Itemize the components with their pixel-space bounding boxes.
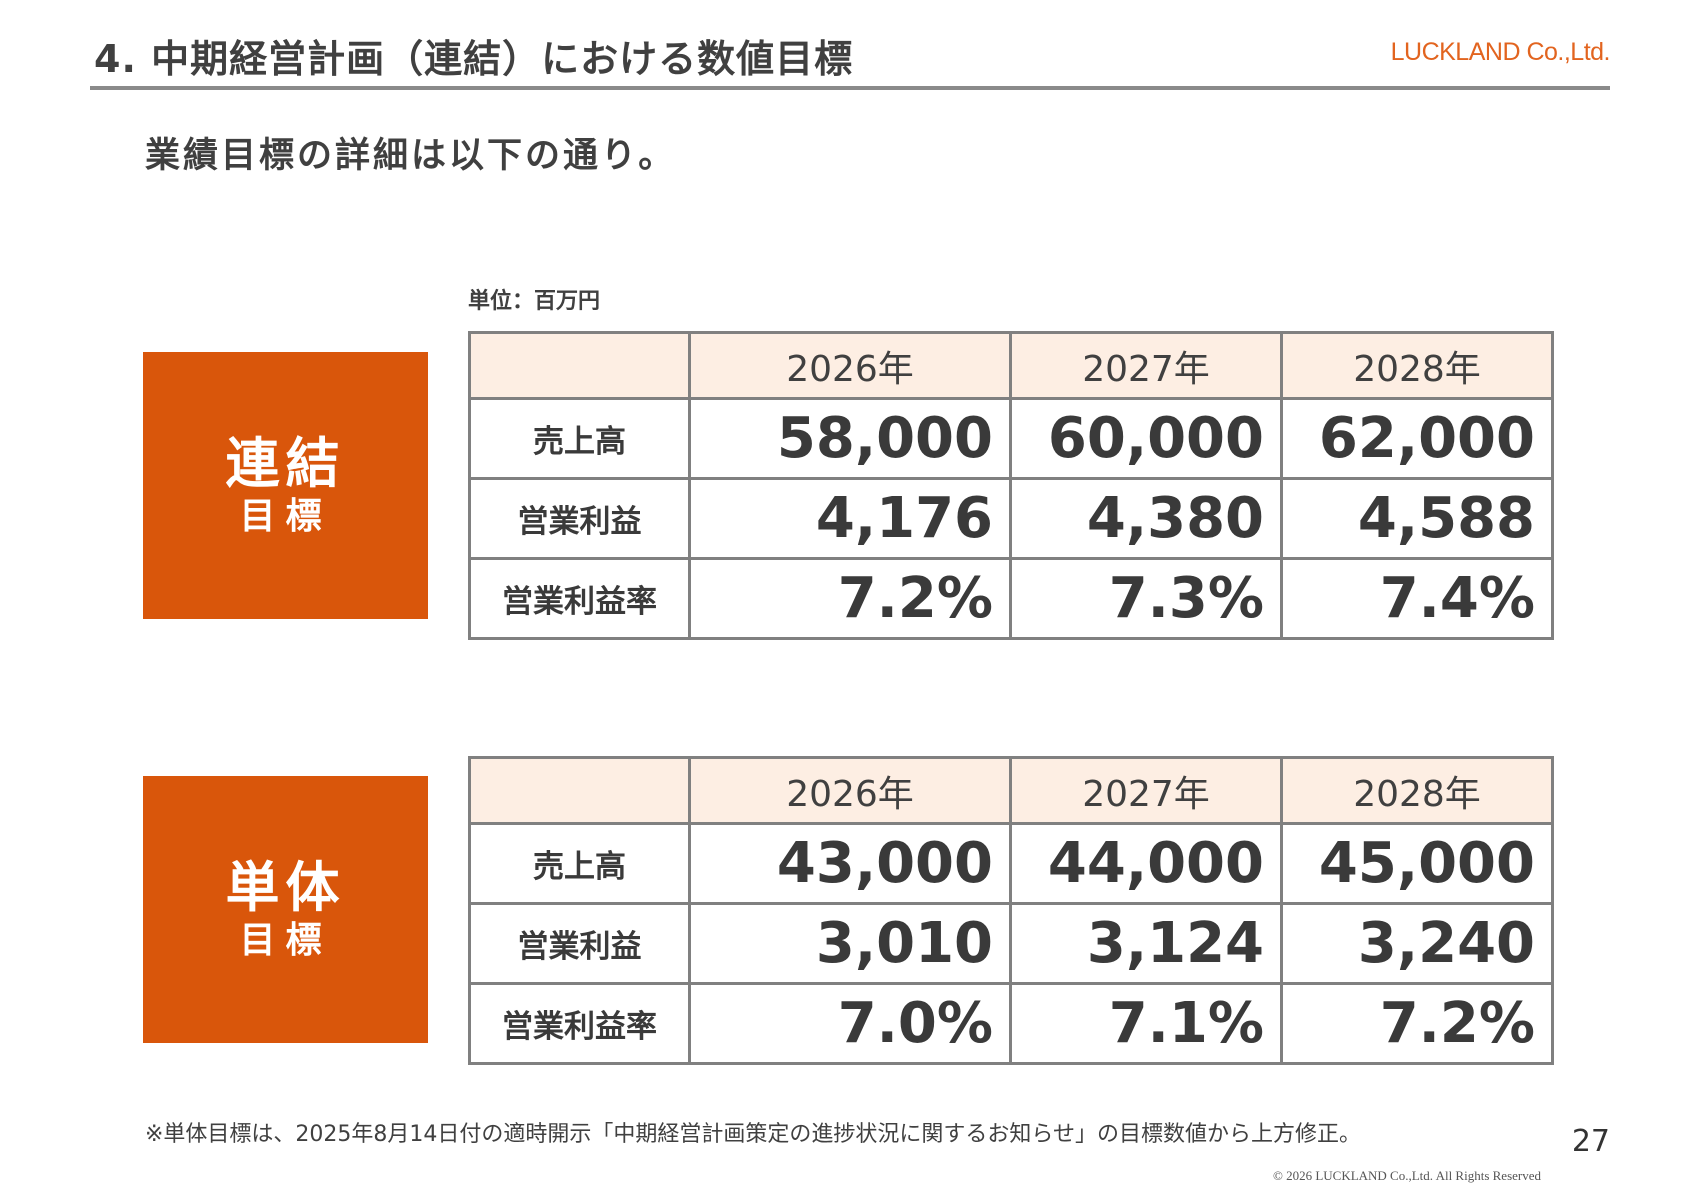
header-empty-cell	[468, 331, 691, 400]
header-year: 2027年	[1009, 331, 1283, 400]
value-cell: 7.2%	[1280, 982, 1554, 1065]
row-label: 売上高	[468, 822, 691, 905]
header-empty-cell	[468, 756, 691, 825]
table-row: 売上高 43,000 44,000 45,000	[468, 822, 1554, 905]
table-row: 営業利益 4,176 4,380 4,588	[468, 477, 1554, 560]
value-cell: 4,588	[1280, 477, 1554, 560]
header-year: 2027年	[1009, 756, 1283, 825]
consolidated-label-main: 連結	[225, 431, 346, 495]
value-cell: 7.1%	[1009, 982, 1283, 1065]
table-row: 営業利益率 7.0% 7.1% 7.2%	[468, 982, 1554, 1065]
table-header-row: 2026年 2027年 2028年	[468, 756, 1554, 825]
header-year: 2026年	[688, 756, 1012, 825]
unit-label: 単位：百万円	[468, 289, 601, 314]
value-cell: 7.2%	[688, 557, 1012, 640]
value-cell: 3,240	[1280, 902, 1554, 985]
row-label: 営業利益率	[468, 557, 691, 640]
header-year: 2026年	[688, 331, 1012, 400]
table-row: 売上高 58,000 60,000 62,000	[468, 397, 1554, 480]
value-cell: 3,010	[688, 902, 1012, 985]
consolidated-label-sub: 目標	[239, 495, 332, 537]
value-cell: 3,124	[1009, 902, 1283, 985]
page-number: 27	[1571, 1124, 1610, 1159]
standalone-targets-table: 2026年 2027年 2028年 売上高 43,000 44,000 45,0…	[468, 756, 1554, 1065]
value-cell: 62,000	[1280, 397, 1554, 480]
table-row: 営業利益 3,010 3,124 3,240	[468, 902, 1554, 985]
value-cell: 7.4%	[1280, 557, 1554, 640]
footnote: ※単体目標は、2025年8月14日付の適時開示「中期経営計画策定の進捗状況に関す…	[145, 1122, 1361, 1147]
header-year: 2028年	[1280, 331, 1554, 400]
row-label: 売上高	[468, 397, 691, 480]
value-cell: 43,000	[688, 822, 1012, 905]
row-label: 営業利益	[468, 477, 691, 560]
value-cell: 44,000	[1009, 822, 1283, 905]
page-subtitle: 業績目標の詳細は以下の通り。	[145, 136, 677, 176]
row-label: 営業利益率	[468, 982, 691, 1065]
row-label: 営業利益	[468, 902, 691, 985]
title-divider	[90, 86, 1610, 90]
standalone-label-sub: 目標	[239, 919, 332, 961]
standalone-target-label: 単体 目標	[143, 776, 428, 1043]
consolidated-target-label: 連結 目標	[143, 352, 428, 619]
value-cell: 60,000	[1009, 397, 1283, 480]
value-cell: 4,380	[1009, 477, 1283, 560]
copyright-notice: © 2026 LUCKLAND Co.,Ltd. All Rights Rese…	[1272, 1168, 1541, 1183]
value-cell: 4,176	[688, 477, 1012, 560]
consolidated-targets-table: 2026年 2027年 2028年 売上高 58,000 60,000 62,0…	[468, 331, 1554, 640]
value-cell: 45,000	[1280, 822, 1554, 905]
table-header-row: 2026年 2027年 2028年	[468, 331, 1554, 400]
value-cell: 58,000	[688, 397, 1012, 480]
standalone-label-main: 単体	[225, 855, 346, 919]
value-cell: 7.3%	[1009, 557, 1283, 640]
table-row: 営業利益率 7.2% 7.3% 7.4%	[468, 557, 1554, 640]
value-cell: 7.0%	[688, 982, 1012, 1065]
company-logo: LUCKLAND Co.,Ltd.	[1390, 38, 1611, 66]
header-year: 2028年	[1280, 756, 1554, 825]
page-title: 4. 中期経営計画（連結）における数値目標	[94, 37, 854, 81]
